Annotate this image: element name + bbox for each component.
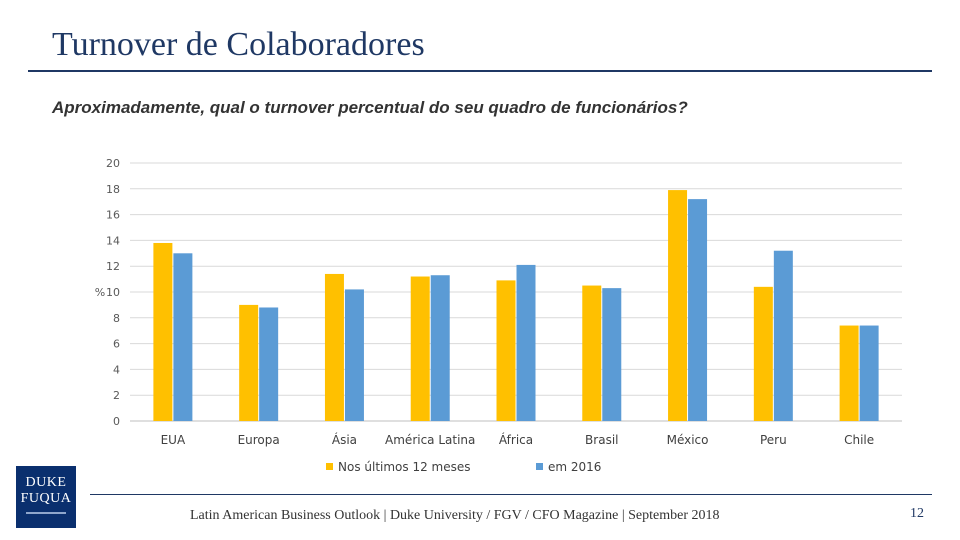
y-tick-label: 14	[106, 234, 120, 247]
bar-chart: 0 2 4 6 8 10 12 14 16 18 20% EUA Europa Ásia América L…	[95, 157, 902, 474]
x-tick-label: Ásia	[332, 432, 357, 447]
logo-stripe	[26, 512, 66, 514]
bar-last12m-3	[410, 276, 430, 421]
bar-2016-1	[259, 307, 279, 421]
footer-source: Latin American Business Outlook | Duke U…	[190, 508, 720, 523]
bar-last12m-2	[324, 273, 344, 421]
legend-label-1: em 2016	[548, 460, 601, 474]
survey-question: Aproximadamente, qual o turnover percent…	[52, 98, 688, 117]
y-tick-label: 12	[106, 260, 120, 273]
logo-line-2: FUQUA	[20, 491, 72, 506]
bar-2016-2	[344, 289, 364, 421]
y-tick-label: 16	[106, 209, 120, 222]
bar-last12m-6	[668, 190, 688, 421]
bar-last12m-8	[839, 325, 859, 421]
x-tick-label: México	[667, 433, 709, 447]
bar-2016-8	[859, 325, 879, 421]
legend-swatch-1	[536, 463, 543, 470]
x-tick-label: Europa	[238, 433, 280, 447]
y-tick-label: 4	[113, 363, 120, 376]
bar-2016-5	[602, 288, 622, 421]
y-tick-label: 0	[113, 415, 120, 428]
footer-divider	[90, 494, 932, 495]
bar-2016-3	[430, 275, 450, 421]
y-tick-label: 8	[113, 312, 120, 325]
y-tick-label: 10	[106, 286, 120, 299]
x-tick-label: Chile	[844, 433, 874, 447]
x-tick-label: América Latina	[385, 433, 475, 447]
bar-2016-7	[773, 250, 793, 421]
x-tick-label: Peru	[760, 433, 787, 447]
logo-line-1: DUKE	[25, 475, 67, 490]
y-tick-label: 2	[113, 389, 120, 402]
y-tick-label: 20	[106, 157, 120, 170]
bar-2016-4	[516, 264, 536, 421]
y-tick-label: 6	[113, 338, 120, 351]
y-axis-label: %	[95, 286, 105, 299]
legend-swatch-0	[326, 463, 333, 470]
duke-fuqua-logo: DUKE FUQUA	[16, 466, 76, 528]
slide-title: Turnover de Colaboradores	[52, 26, 425, 63]
bar-2016-6	[688, 199, 708, 421]
bar-2016-0	[173, 253, 193, 421]
bar-last12m-1	[239, 304, 259, 421]
x-tick-label: África	[499, 432, 533, 447]
bar-last12m-5	[582, 285, 602, 421]
bar-last12m-0	[153, 242, 173, 421]
x-tick-label: EUA	[161, 433, 186, 447]
x-tick-label: Brasil	[585, 433, 618, 447]
y-tick-label: 18	[106, 183, 120, 196]
title-divider	[28, 70, 932, 72]
page-number: 12	[910, 506, 924, 521]
bar-last12m-7	[753, 286, 773, 421]
legend-label-0: Nos últimos 12 meses	[338, 460, 471, 474]
bar-last12m-4	[496, 280, 516, 421]
